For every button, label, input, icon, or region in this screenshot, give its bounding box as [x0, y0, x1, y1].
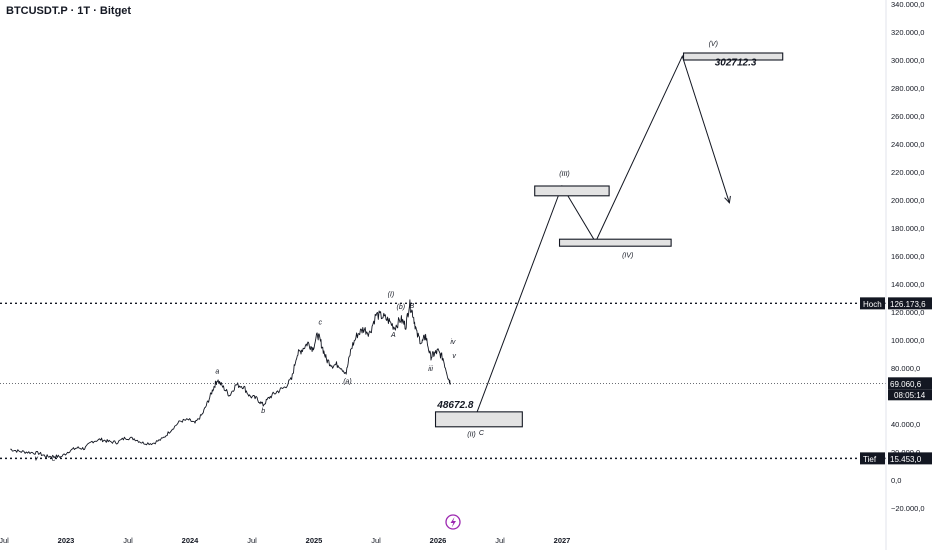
projection-arrowhead: [724, 195, 731, 204]
x-tick-label: 2024: [182, 536, 200, 545]
wave-label: b: [261, 408, 265, 415]
high-price-tag: 126.173,6 Hoch: [860, 297, 932, 310]
wave-label: (b): [397, 304, 406, 311]
wave-label: iii: [428, 366, 433, 373]
x-tick-label: 2025: [306, 536, 323, 545]
y-tick-label: 100.000,0: [891, 336, 924, 345]
wave-label: (IV): [622, 252, 633, 259]
x-tick-label: 2026: [430, 536, 447, 545]
y-tick-label: 80.000,0: [891, 364, 920, 373]
y-tick-label: 200.000,0: [891, 196, 924, 205]
y-tick-label: 160.000,0: [891, 252, 924, 261]
wave-label: iv: [450, 339, 456, 346]
target-zone: [534, 185, 610, 197]
price-series-layer: [0, 54, 886, 460]
y-tick-label: 320.000,0: [891, 28, 924, 37]
countdown-bg: [888, 389, 932, 401]
x-tick-label: 2023: [58, 536, 75, 545]
wave-label: v: [452, 353, 456, 360]
wave-labels-layer: (I)(b) B A (a) c a b c v iii iv v (II) C (III) (IV) (V) 4…: [34, 41, 756, 463]
wave-label: (I): [388, 292, 395, 299]
lightning-icon[interactable]: [445, 514, 461, 530]
low-value: 15.453,0: [890, 455, 922, 464]
x-tick-label: Jul: [0, 536, 9, 545]
current-value: 69.060,6: [890, 380, 922, 389]
y-tick-label: −20.000,0: [891, 504, 925, 513]
wave-label: (II): [467, 432, 476, 439]
target-zones-layer: [434, 52, 784, 428]
target-zone: [682, 52, 784, 61]
wave-label: (a): [343, 378, 352, 385]
target-zone: [558, 238, 672, 247]
wave-label: c: [52, 456, 56, 463]
y-tick-label: 140.000,0: [891, 280, 924, 289]
target-zone: [434, 411, 523, 428]
y-tick-label: 40.000,0: [891, 420, 920, 429]
y-tick-label: 240.000,0: [891, 140, 924, 149]
tag-label-bg: [860, 452, 885, 465]
low-price-tag: 15.453,0 Tief: [860, 452, 932, 465]
y-tick-label: 280.000,0: [891, 84, 924, 93]
current-price-tag: 69.060,6 08:05:14: [888, 377, 932, 401]
wave-label: A: [390, 332, 396, 339]
high-label: Hoch: [863, 300, 882, 309]
y-tick-label: 220.000,0: [891, 168, 924, 177]
x-tick-label: Jul: [495, 536, 505, 545]
y-tick-label: 260.000,0: [891, 112, 924, 121]
y-tick-label: 300.000,0: [891, 56, 924, 65]
wave-label: a: [215, 369, 219, 376]
y-tick-label: 340.000,0: [891, 0, 924, 9]
tag-label-bg: [860, 297, 885, 310]
wave-label: v: [34, 455, 38, 462]
tag-bg: [888, 297, 932, 310]
x-tick-label: Jul: [247, 536, 257, 545]
y-tick-label: 120.000,0: [891, 308, 924, 317]
wave-label: (III): [559, 171, 570, 178]
x-tick-label: 2027: [554, 536, 571, 545]
wave-label: B: [410, 303, 415, 310]
wave-label: (V): [709, 41, 718, 48]
price-target-label: 302712.3: [715, 58, 757, 69]
price-line: [10, 299, 451, 459]
price-target-label: 48672.8: [436, 400, 474, 411]
low-label: Tief: [863, 455, 877, 464]
chart-title: BTCUSDT.P · 1T · Bitget: [6, 5, 132, 17]
wave-label: C: [479, 430, 485, 437]
y-tick-label: 0,0: [891, 476, 901, 485]
high-value: 126.173,6: [890, 300, 926, 309]
tag-bg: [888, 377, 932, 390]
countdown-value: 08:05:14: [894, 391, 926, 400]
x-tick-label: Jul: [123, 536, 133, 545]
wave-label: c: [318, 320, 322, 327]
tag-bg: [888, 452, 932, 465]
y-tick-label: 180.000,0: [891, 224, 924, 233]
x-tick-label: Jul: [371, 536, 381, 545]
